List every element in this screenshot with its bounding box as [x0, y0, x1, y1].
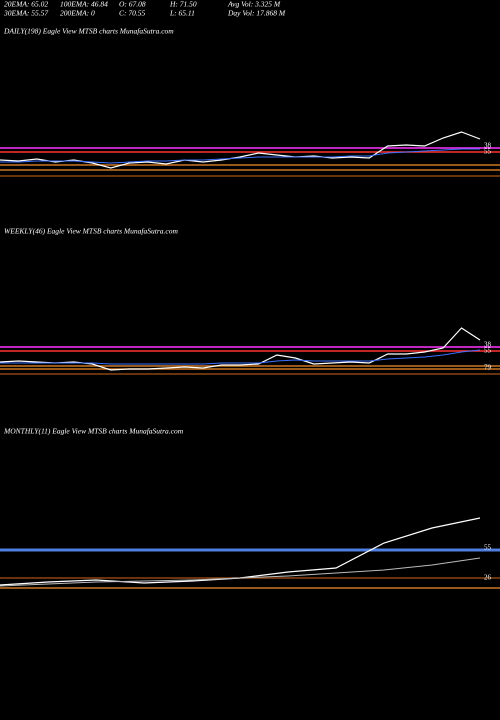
header-stat: L: 65.11 — [169, 9, 195, 18]
level-label: 38 — [484, 142, 492, 150]
header-stat: H: 71.50 — [169, 0, 197, 9]
header-stat: 100EMA: 46.84 — [60, 0, 108, 9]
level-label: 26 — [484, 574, 492, 582]
level-label: 38 — [484, 341, 492, 349]
level-label: 55 — [484, 544, 492, 552]
header-stat: 30EMA: 55.57 — [3, 9, 48, 18]
header-stat: O: 67.08 — [119, 0, 146, 9]
panel-title: WEEKLY(46) Eagle View MTSB charts Munafa… — [4, 227, 178, 236]
level-label: 79 — [484, 364, 492, 372]
panel-title: DAILY(198) Eagle View MTSB charts Munafa… — [3, 27, 174, 36]
header-stat: Day Vol: 17.868 M — [227, 9, 286, 18]
price-line — [0, 557, 481, 587]
level-label: 55 — [484, 148, 492, 156]
price-line — [0, 148, 480, 164]
header-stat: Avg Vol: 3.325 M — [227, 0, 281, 9]
header-stat: 200EMA: 0 — [60, 9, 95, 18]
header-stat: 20EMA: 65.02 — [4, 0, 48, 9]
header-stat: C: 70.55 — [119, 9, 146, 18]
price-line — [0, 327, 481, 371]
price-line — [0, 349, 481, 365]
price-line — [0, 131, 481, 169]
panel-title: MONTHLY(11) Eagle View MTSB charts Munaf… — [3, 427, 184, 436]
level-label: 55 — [484, 347, 492, 355]
